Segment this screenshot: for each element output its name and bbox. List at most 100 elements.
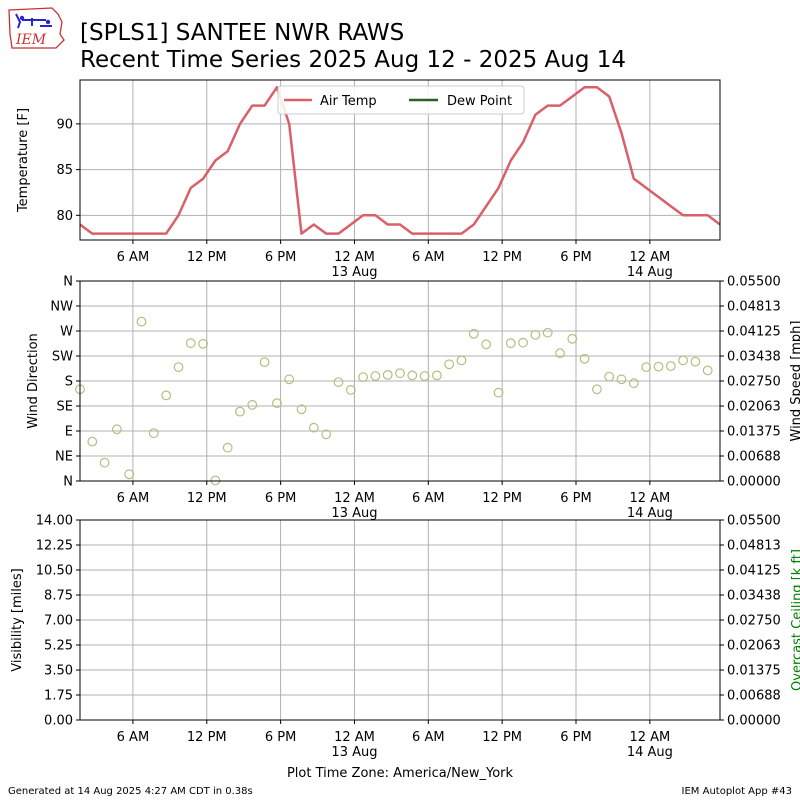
air-temp-line bbox=[79, 86, 721, 235]
wind-direction-point-13 bbox=[235, 406, 245, 417]
wind-direction-point-2 bbox=[99, 457, 110, 468]
visibility-ytick-label-6: 10.50 bbox=[36, 564, 73, 579]
wind-dir-ytick-label-4: S bbox=[65, 375, 73, 390]
wind-dir-ytick-label-5: SW bbox=[52, 350, 73, 365]
wind-direction-axis-label: Wind Direction bbox=[26, 333, 41, 429]
wind-direction-point-14 bbox=[247, 400, 258, 410]
visibility-ytick-label-3: 5.25 bbox=[44, 639, 73, 654]
wind-direction-point-11 bbox=[210, 475, 221, 486]
wind-direction-point-5 bbox=[136, 316, 147, 327]
wind-direction-point-8 bbox=[173, 362, 184, 373]
temperature-ytick-label-0: 80 bbox=[56, 209, 73, 224]
wind-speed-ytick-r-label-6: 0.04125 bbox=[727, 325, 781, 340]
wind-direction-point-17 bbox=[284, 374, 295, 385]
wind-direction-point-19 bbox=[308, 422, 319, 433]
visibility-panel: 0.001.753.505.257.008.7510.5012.2514.00 … bbox=[10, 514, 800, 782]
visibility-ytick-label-2: 3.50 bbox=[44, 664, 73, 679]
wind-direction-point-26 bbox=[395, 368, 405, 379]
temperature-xtick-label-0: 6 AM bbox=[117, 250, 150, 265]
visibility-xtick-label-6: 6 PM bbox=[560, 730, 591, 745]
wind-direction-point-20 bbox=[321, 429, 332, 440]
wind-direction-point-4 bbox=[124, 469, 135, 480]
visibility-xtick-label-5: 12 PM bbox=[482, 730, 522, 745]
temperature-xtick-label-3-date: 13 Aug bbox=[331, 265, 377, 280]
wind-direction-point-47 bbox=[653, 361, 664, 372]
wind-direction-point-3 bbox=[111, 424, 122, 435]
wind-speed-ytick-r-label-4: 0.02750 bbox=[727, 375, 781, 390]
wind-xtick-label-5: 12 PM bbox=[482, 491, 522, 506]
wind-xtick-label-6: 6 PM bbox=[560, 491, 591, 506]
visibility-xtick-label-2: 6 PM bbox=[265, 730, 296, 745]
temperature-xtick-label-6: 6 PM bbox=[560, 250, 591, 265]
app-footer: IEM Autoplot App #43 bbox=[682, 786, 792, 797]
temperature-xtick-label-7-date: 14 Aug bbox=[627, 265, 673, 280]
wind-speed-ytick-r-label-7: 0.04813 bbox=[727, 300, 781, 315]
iem-logo: IEM bbox=[8, 7, 65, 49]
visibility-xtick-label-7-date: 14 Aug bbox=[627, 745, 673, 760]
ceiling-ytick-r-label-8: 0.05500 bbox=[727, 514, 781, 529]
wind-speed-ytick-r-label-0: 0.00000 bbox=[727, 475, 781, 490]
wind-xtick-label-0: 6 AM bbox=[117, 491, 150, 506]
wind-direction-point-35 bbox=[505, 338, 516, 349]
temperature-legend: Air Temp Dew Point bbox=[277, 85, 525, 115]
wind-direction-point-10 bbox=[198, 338, 209, 349]
temperature-xtick-label-1: 12 PM bbox=[187, 250, 227, 265]
wind-direction-point-7 bbox=[161, 390, 172, 401]
wind-dir-ytick-label-7: NW bbox=[50, 300, 73, 315]
wind-direction-point-33 bbox=[481, 339, 492, 350]
wind-xtick-label-3: 12 AM bbox=[334, 491, 375, 506]
legend-air-temp-label: Air Temp bbox=[320, 94, 377, 109]
wind-direction-point-1 bbox=[87, 436, 98, 447]
temperature-xtick-label-4: 6 AM bbox=[412, 250, 445, 265]
visibility-xtick-label-7: 12 AM bbox=[629, 730, 670, 745]
wind-direction-point-29 bbox=[432, 370, 442, 381]
visibility-axis-label: Visibility [miles] bbox=[10, 568, 25, 671]
wind-xtick-label-7-date: 14 Aug bbox=[627, 506, 673, 521]
wind-direction-point-25 bbox=[382, 370, 393, 380]
wind-direction-point-12 bbox=[222, 442, 233, 453]
ceiling-ytick-r-label-2: 0.01375 bbox=[727, 664, 781, 679]
wind-direction-point-30 bbox=[444, 359, 455, 370]
wind-direction-point-37 bbox=[530, 330, 541, 340]
visibility-xtick-label-3-date: 13 Aug bbox=[331, 745, 377, 760]
visibility-ytick-label-0: 0.00 bbox=[44, 714, 73, 729]
temperature-ytick-label-1: 85 bbox=[56, 163, 73, 178]
ceiling-axis-label: Overcast Ceiling [k ft] bbox=[790, 549, 800, 691]
visibility-ytick-label-4: 7.00 bbox=[44, 614, 73, 629]
ceiling-ytick-r-label-7: 0.04813 bbox=[727, 539, 781, 554]
wind-direction-point-42 bbox=[592, 384, 602, 395]
visibility-xtick-label-0: 6 AM bbox=[117, 730, 150, 745]
wind-direction-point-18 bbox=[296, 404, 307, 415]
wind-direction-point-40 bbox=[567, 333, 578, 344]
wind-direction-point-34 bbox=[493, 387, 504, 398]
wind-direction-point-23 bbox=[358, 372, 369, 383]
wind-direction-point-24 bbox=[370, 371, 381, 381]
wind-direction-point-38 bbox=[542, 327, 553, 338]
wind-direction-point-28 bbox=[419, 371, 430, 381]
wind-xtick-label-2: 6 PM bbox=[265, 491, 296, 506]
iem-logo-text: IEM bbox=[15, 32, 47, 48]
wind-dir-ytick-label-6: W bbox=[60, 325, 73, 340]
wind-dir-ytick-label-0: N bbox=[63, 475, 73, 490]
visibility-ytick-label-1: 1.75 bbox=[44, 689, 73, 704]
wind-direction-point-51 bbox=[702, 365, 713, 376]
visibility-xtick-label-4: 6 AM bbox=[412, 730, 445, 745]
wind-panel: N NE E SE S SW W NW N 0.00000 0.00688 0.01375 0.020… bbox=[26, 275, 800, 522]
visibility-ytick-label-5: 8.75 bbox=[44, 589, 73, 604]
wind-xtick-label-1: 12 PM bbox=[187, 491, 227, 506]
temperature-ytick-label-2: 90 bbox=[56, 117, 73, 132]
wind-dir-ytick-label-8: N bbox=[63, 275, 73, 290]
timezone-label: Plot Time Zone: America/New_York bbox=[287, 766, 514, 781]
wind-direction-point-44 bbox=[616, 374, 627, 385]
wind-xtick-label-4: 6 AM bbox=[412, 491, 445, 506]
wind-xtick-label-3-date: 13 Aug bbox=[331, 506, 377, 521]
wind-direction-point-31 bbox=[456, 355, 467, 366]
wind-direction-point-32 bbox=[468, 328, 479, 339]
wind-direction-point-15 bbox=[259, 357, 270, 368]
wind-direction-point-22 bbox=[345, 385, 356, 395]
wind-speed-ytick-r-label-2: 0.01375 bbox=[727, 425, 781, 440]
generated-footer: Generated at 14 Aug 2025 4:27 AM CDT in … bbox=[8, 786, 253, 797]
wind-direction-point-6 bbox=[148, 428, 159, 439]
ceiling-ytick-r-label-1: 0.00688 bbox=[727, 689, 781, 704]
